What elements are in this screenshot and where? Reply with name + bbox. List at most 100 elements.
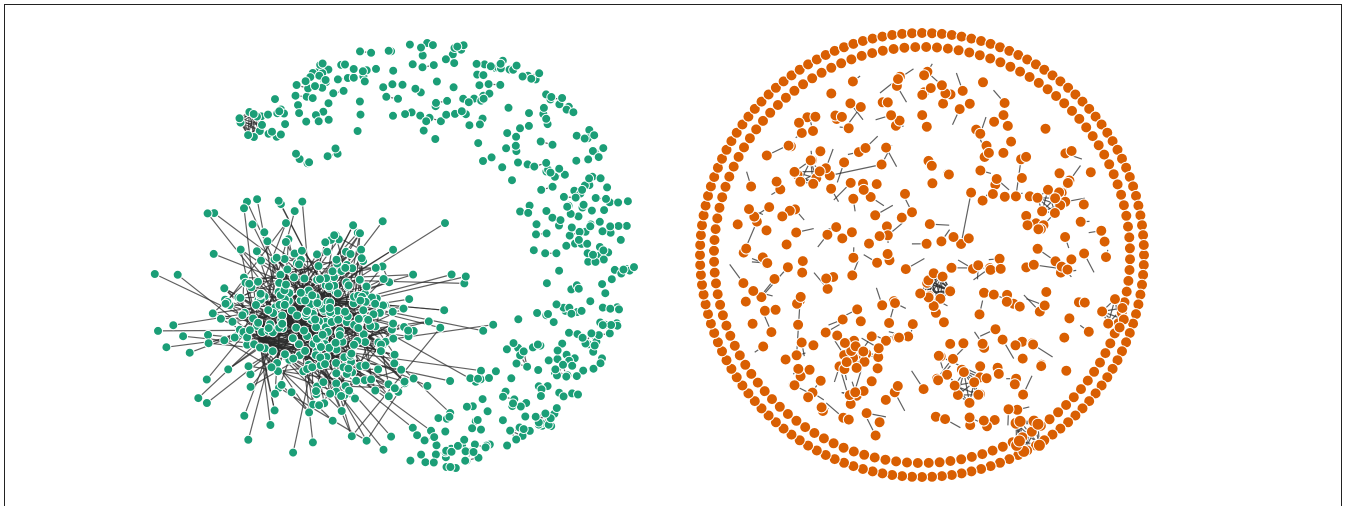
node (814, 145, 827, 158)
node (760, 149, 773, 162)
node (227, 316, 238, 327)
node (762, 409, 775, 422)
node (435, 116, 446, 127)
node (366, 374, 377, 385)
node (876, 467, 889, 480)
node (243, 130, 254, 141)
node (926, 27, 938, 40)
node (430, 134, 441, 144)
node (431, 76, 442, 87)
node (614, 304, 624, 315)
node (1095, 379, 1108, 392)
node (933, 456, 946, 469)
node (927, 300, 940, 313)
node (511, 131, 522, 142)
node (788, 379, 801, 392)
node (251, 300, 261, 310)
node (281, 218, 291, 229)
node (1066, 104, 1078, 117)
node (418, 125, 429, 136)
node (265, 420, 276, 430)
node (520, 411, 531, 422)
node (571, 155, 582, 166)
node (920, 237, 933, 250)
node (501, 344, 512, 355)
node (987, 288, 1000, 301)
node (280, 349, 290, 360)
node (429, 432, 440, 443)
node (355, 109, 366, 120)
node (1099, 347, 1112, 360)
node (945, 469, 958, 481)
node (529, 161, 540, 172)
node (557, 93, 568, 103)
node (1035, 360, 1048, 373)
node (846, 75, 859, 88)
node (172, 269, 183, 280)
node (742, 110, 755, 123)
node (325, 388, 336, 399)
node (407, 422, 418, 433)
node (899, 263, 912, 276)
node (793, 63, 806, 76)
node (976, 337, 989, 350)
node (386, 431, 397, 442)
node (765, 326, 778, 339)
node (267, 346, 278, 357)
node (407, 59, 418, 70)
node (472, 415, 483, 425)
node (1089, 110, 1102, 123)
node (825, 87, 838, 100)
node (313, 261, 324, 271)
node (290, 90, 301, 101)
node (363, 314, 374, 325)
node (431, 97, 441, 108)
node (1060, 399, 1073, 411)
node (1027, 338, 1040, 351)
node (755, 402, 768, 415)
node (452, 41, 463, 52)
node (997, 109, 1010, 122)
node (370, 298, 381, 309)
node (460, 455, 471, 466)
node (963, 97, 976, 110)
node (963, 411, 976, 424)
node (804, 154, 817, 167)
node (541, 228, 552, 239)
node (346, 431, 357, 442)
node (356, 253, 367, 264)
node (898, 41, 911, 54)
node (1101, 371, 1114, 384)
node (739, 295, 752, 308)
node (1050, 90, 1063, 102)
node (763, 201, 776, 214)
node (273, 195, 284, 206)
node (986, 188, 999, 200)
node (713, 201, 726, 214)
node (1136, 278, 1148, 291)
node (893, 114, 906, 127)
node (855, 49, 868, 62)
node (830, 221, 843, 234)
node (415, 110, 426, 121)
node (320, 75, 331, 85)
node (304, 407, 315, 418)
node (924, 82, 937, 95)
node (891, 380, 904, 392)
node (794, 290, 807, 303)
edge (281, 384, 310, 413)
node (831, 329, 844, 342)
node (1134, 209, 1147, 222)
node (526, 73, 537, 84)
node (149, 269, 160, 279)
node (1075, 383, 1087, 396)
node (736, 379, 749, 392)
node (1089, 387, 1102, 400)
node (840, 356, 853, 369)
node (263, 109, 273, 120)
node (1065, 253, 1078, 266)
node (253, 317, 264, 328)
node (760, 224, 773, 237)
node (1137, 239, 1150, 251)
